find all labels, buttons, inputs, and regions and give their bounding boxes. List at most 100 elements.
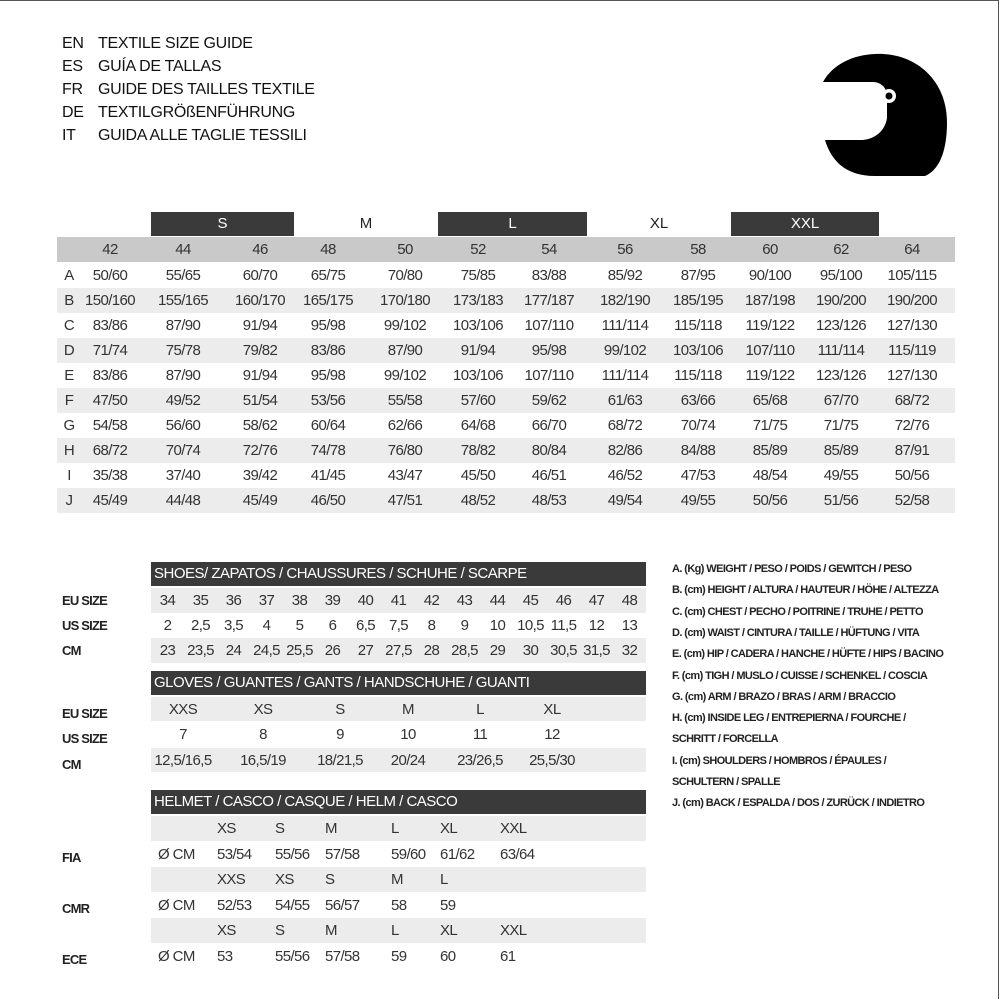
table-cell: 45/49 bbox=[242, 492, 278, 509]
row-label: D bbox=[63, 342, 75, 359]
table-cell: 111/114 bbox=[601, 317, 649, 334]
size-label: XS bbox=[217, 922, 236, 939]
legend-item: C. (cm) CHEST / PECHO / POITRINE / TRUHE… bbox=[672, 605, 924, 618]
table-cell: 62/66 bbox=[387, 417, 423, 434]
table-cell: 70/74 bbox=[165, 442, 201, 459]
table-cell: 91/94 bbox=[460, 342, 496, 359]
table-cell: 59/60 bbox=[391, 846, 426, 863]
size-number: 46 bbox=[252, 241, 268, 258]
size-number: 58 bbox=[690, 241, 706, 258]
row-label: H bbox=[63, 442, 75, 459]
table-cell: 10 bbox=[400, 726, 416, 743]
table-cell: 99/102 bbox=[603, 342, 647, 359]
table-cell: 6 bbox=[328, 617, 337, 634]
table-cell: 52/58 bbox=[894, 492, 930, 509]
table-cell: 59 bbox=[440, 897, 456, 914]
table-cell: 115/119 bbox=[888, 342, 936, 359]
table-cell: 95/98 bbox=[310, 317, 346, 334]
legend-item: E. (cm) HIP / CADERA / HANCHE / HÜFTE / … bbox=[672, 648, 944, 661]
legend-item: A. (Kg) WEIGHT / PESO / POIDS / GEWITCH … bbox=[672, 563, 912, 575]
table-cell: 103/106 bbox=[452, 317, 504, 334]
table-cell: 87/91 bbox=[894, 442, 930, 459]
table-cell: 63/66 bbox=[680, 392, 716, 409]
size-label: XXL bbox=[500, 820, 527, 837]
table-cell: 59 bbox=[391, 948, 407, 965]
size-label: XS bbox=[217, 820, 236, 837]
table-cell: 70/74 bbox=[680, 417, 716, 434]
table-cell: 28,5 bbox=[451, 642, 478, 659]
table-cell: 42 bbox=[423, 592, 440, 609]
table-cell: 76/80 bbox=[387, 442, 423, 459]
header-line: EN TEXTILE SIZE GUIDE bbox=[62, 35, 253, 53]
row-stripe bbox=[57, 438, 955, 463]
table-cell: 127/130 bbox=[886, 317, 938, 334]
size-label: XXS bbox=[217, 871, 246, 888]
table-cell: 61/62 bbox=[440, 846, 475, 863]
table-cell: 44 bbox=[489, 592, 506, 609]
table-cell: 155/165 bbox=[157, 292, 209, 309]
row-label: C bbox=[63, 317, 75, 334]
table-cell: 87/90 bbox=[165, 367, 201, 384]
table-cell: 7 bbox=[179, 726, 187, 743]
table-cell: 24,5 bbox=[253, 642, 280, 659]
table-cell: 52/53 bbox=[217, 897, 252, 914]
unit-label: Ø CM bbox=[158, 948, 195, 965]
table-cell: 60 bbox=[440, 948, 456, 965]
table-cell: 72/76 bbox=[242, 442, 278, 459]
row-label: FIA bbox=[62, 850, 81, 865]
table-cell: L bbox=[476, 701, 484, 718]
table-cell: 111/114 bbox=[601, 367, 649, 384]
table-cell: 23,5 bbox=[187, 642, 214, 659]
row-stripe bbox=[151, 816, 646, 841]
table-cell: 24 bbox=[225, 642, 242, 659]
table-cell: 2 bbox=[163, 617, 172, 634]
table-cell: 44/48 bbox=[165, 492, 201, 509]
table-cell: 50/56 bbox=[752, 492, 788, 509]
row-label: CM bbox=[62, 643, 81, 658]
table-cell: 91/94 bbox=[242, 317, 278, 334]
table-cell: 74/78 bbox=[310, 442, 346, 459]
table-cell: 71/75 bbox=[752, 417, 788, 434]
header-line: IT GUIDA ALLE TAGLIE TESSILI bbox=[62, 127, 307, 145]
size-label: S bbox=[275, 820, 285, 837]
size-number: 56 bbox=[617, 241, 633, 258]
table-cell: 80/84 bbox=[531, 442, 567, 459]
table-cell: 87/90 bbox=[387, 342, 423, 359]
table-cell: 30 bbox=[522, 642, 539, 659]
size-number: 64 bbox=[904, 241, 920, 258]
header-line: FR GUIDE DES TAILLES TEXTILE bbox=[62, 81, 315, 99]
table-cell: 45 bbox=[522, 592, 539, 609]
row-label: I bbox=[67, 467, 71, 484]
table-cell: 16,5/19 bbox=[240, 752, 286, 769]
table-cell: 90/100 bbox=[748, 267, 792, 284]
size-label: M bbox=[325, 820, 338, 837]
table-cell: 12 bbox=[544, 726, 560, 743]
table-cell: 49/54 bbox=[607, 492, 643, 509]
table-cell: 10 bbox=[489, 617, 506, 634]
table-cell: 46 bbox=[555, 592, 572, 609]
row-stripe bbox=[57, 338, 955, 363]
size-number: 42 bbox=[102, 241, 118, 258]
legend-item: G. (cm) ARM / BRAZO / BRAS / ARM / BRACC… bbox=[672, 690, 896, 703]
table-cell: 67/70 bbox=[823, 392, 859, 409]
table-cell: 85/89 bbox=[752, 442, 788, 459]
table-cell: 160/170 bbox=[234, 292, 286, 309]
table-cell: 68/72 bbox=[92, 442, 128, 459]
table-cell: 43/47 bbox=[387, 467, 423, 484]
table-cell: 27 bbox=[357, 642, 374, 659]
table-cell: 79/82 bbox=[242, 342, 278, 359]
legend-item: F. (cm) TIGH / MUSLO / CUISSE / SCHENKEL… bbox=[672, 669, 928, 682]
row-label: ECE bbox=[62, 952, 87, 967]
table-cell: 84/88 bbox=[680, 442, 716, 459]
table-cell: 61/63 bbox=[607, 392, 643, 409]
table-cell: XXS bbox=[168, 701, 198, 718]
row-label: F bbox=[64, 392, 74, 409]
table-cell: 165/175 bbox=[302, 292, 354, 309]
table-cell: 55/56 bbox=[275, 846, 310, 863]
legend-item: SCHRITT / FORCELLA bbox=[672, 733, 779, 746]
letter-size-xxl: XXL bbox=[731, 212, 879, 236]
table-cell: 127/130 bbox=[886, 367, 938, 384]
header-line: ES GUÍA DE TALLAS bbox=[62, 58, 222, 76]
table-cell: 35 bbox=[192, 592, 209, 609]
table-cell: 39 bbox=[324, 592, 341, 609]
